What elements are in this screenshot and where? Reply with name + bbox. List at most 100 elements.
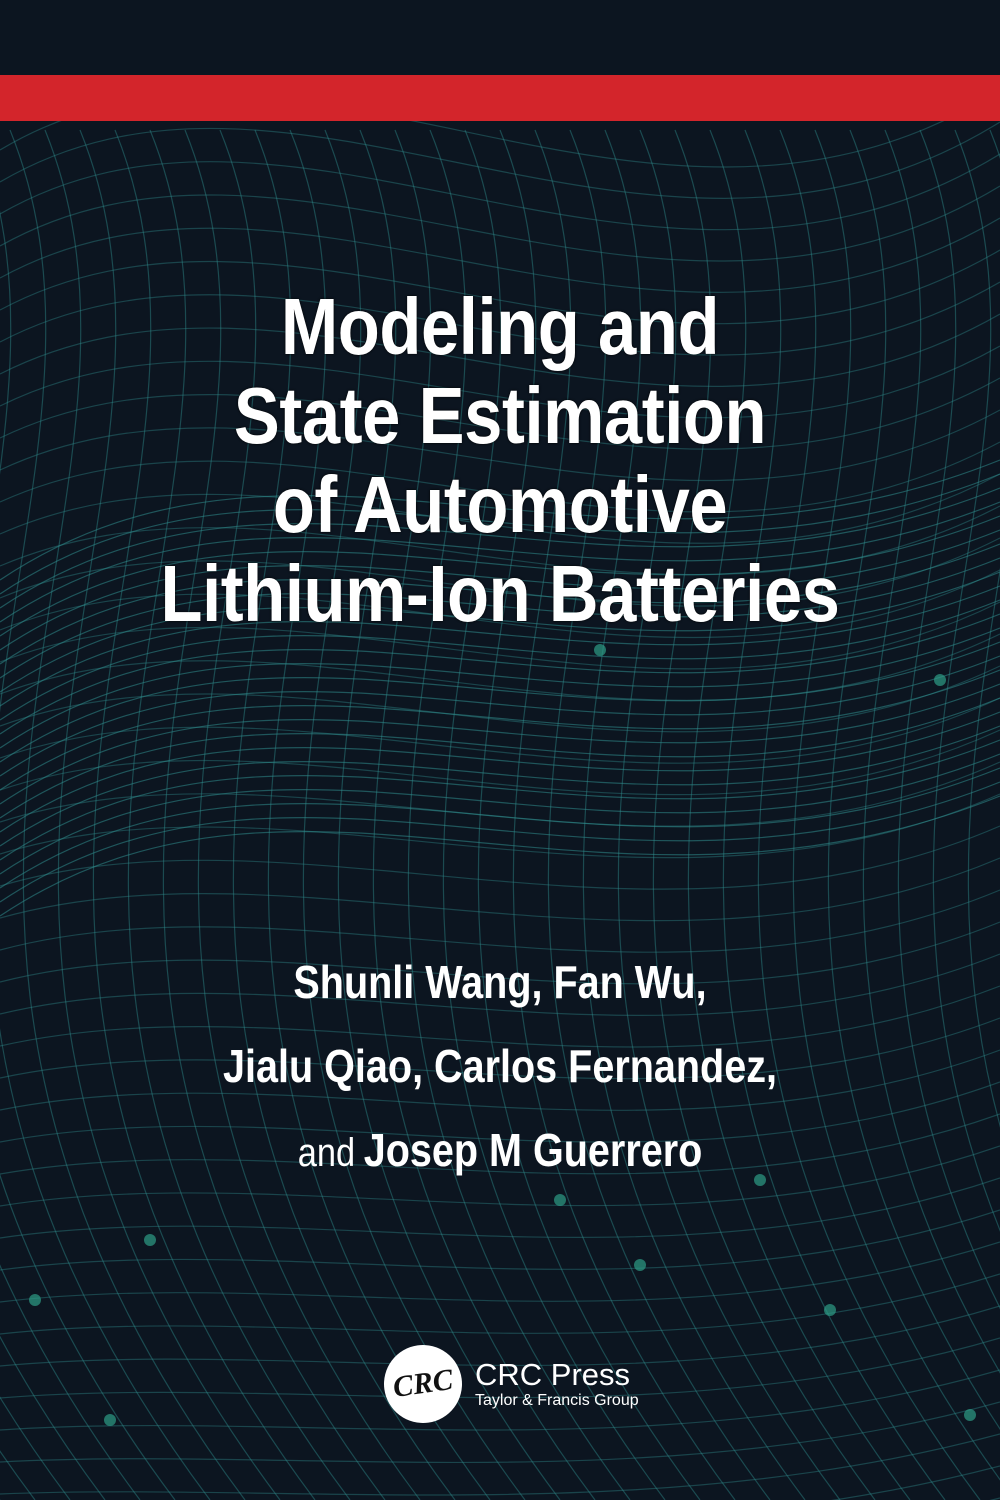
- mesh-line: [0, 571, 1000, 693]
- mesh-node: [934, 674, 946, 686]
- mesh-line: [0, 585, 1000, 707]
- mesh-line: [0, 601, 1000, 670]
- mesh-line: [0, 683, 1000, 805]
- mesh-line: [0, 1241, 1000, 1303]
- title-line: State Estimation: [233, 371, 767, 460]
- mesh-line: [0, 409, 1000, 482]
- mesh-line: [0, 953, 1000, 1016]
- mesh-line: [0, 210, 176, 1500]
- mesh-line: [92, 129, 316, 1500]
- mesh-line: [197, 129, 421, 1500]
- mesh-node: [824, 1304, 836, 1316]
- mesh-line: [372, 129, 596, 1500]
- authors: Shunli Wang, Fan Wu, Jialu Qiao, Carlos …: [0, 940, 1000, 1195]
- mesh-line: [0, 889, 1000, 953]
- mesh-node: [754, 1174, 766, 1186]
- mesh-line: [0, 1081, 1000, 1143]
- mesh-line: [0, 515, 1000, 637]
- mesh-line: [0, 613, 1000, 735]
- mesh-line: [0, 185, 1000, 262]
- mesh-node: [144, 1234, 156, 1246]
- authors-line: Jialu Qiao, Carlos Fernandez,: [222, 1040, 778, 1092]
- mesh-line: [0, 753, 1000, 875]
- mesh-line: [792, 129, 1000, 1481]
- mesh-line: [0, 921, 1000, 985]
- mesh-line: [0, 1369, 1000, 1431]
- mesh-line: [0, 487, 1000, 609]
- mesh-line: [0, 1337, 1000, 1399]
- mesh-node: [964, 1409, 976, 1421]
- mesh-line: [0, 1209, 1000, 1271]
- mesh-line: [967, 129, 1000, 1128]
- mesh-line: [0, 729, 1000, 796]
- mesh-line: [0, 501, 1000, 623]
- mesh-line: [0, 1145, 1000, 1207]
- mesh-line: [162, 129, 386, 1500]
- mesh-line: [0, 557, 1000, 679]
- mesh-line: [0, 129, 211, 1500]
- mesh-line: [0, 1017, 1000, 1080]
- mesh-node: [594, 644, 606, 656]
- mesh-line: [0, 627, 1000, 749]
- mesh-line: [0, 711, 1000, 833]
- mesh-line: [0, 781, 1000, 903]
- mesh-line: [932, 129, 1000, 1232]
- mesh-line: [512, 129, 736, 1500]
- mesh-line: [0, 1401, 1000, 1464]
- mesh-line: [0, 313, 1000, 387]
- title-line: Modeling and: [280, 282, 720, 371]
- mesh-line: [0, 795, 1000, 917]
- mesh-line: [0, 441, 1000, 513]
- mesh-line: [0, 697, 1000, 819]
- and-word: and: [297, 1131, 356, 1175]
- mesh-line: [0, 1177, 1000, 1239]
- mesh-line: [0, 459, 1000, 581]
- mesh-line: [57, 129, 281, 1500]
- crc-seal-logo: CRC: [378, 1339, 468, 1429]
- title-line: of Automotive: [272, 460, 728, 549]
- mesh-line: [232, 129, 456, 1500]
- mesh-line: [827, 129, 1000, 1430]
- mesh-line: [337, 129, 561, 1500]
- mesh-line: [0, 655, 1000, 777]
- mesh-node: [554, 1194, 566, 1206]
- authors-line: and Josep M Guerrero: [70, 1108, 930, 1195]
- publisher-name: CRC Press: [475, 1356, 631, 1392]
- mesh-line: [0, 473, 1000, 544]
- mesh-node: [104, 1414, 116, 1426]
- mesh-line: [0, 697, 1000, 764]
- publisher-logo: CRC CRC Press Taylor & Francis Group: [378, 1339, 639, 1429]
- mesh-line: [0, 641, 1000, 763]
- mesh-line: [127, 129, 351, 1500]
- mesh-node: [29, 1294, 41, 1306]
- publisher-group: Taylor & Francis Group: [475, 1391, 639, 1409]
- mesh-line: [0, 793, 1000, 859]
- authors-line: Shunli Wang, Fan Wu,: [293, 956, 707, 1008]
- mesh-line: [0, 569, 1000, 639]
- mesh-line: [862, 129, 1000, 1374]
- mesh-lines: [0, 89, 1000, 1500]
- mesh-line: [617, 129, 841, 1500]
- mesh-line: [0, 669, 1000, 791]
- mesh-line: [0, 725, 1000, 847]
- mesh-line: [0, 857, 1000, 922]
- title-line: Lithium-Ion Batteries: [160, 549, 840, 638]
- mesh-line: [0, 1273, 1000, 1335]
- author-name: Josep M Guerrero: [363, 1124, 703, 1176]
- mesh-line: [0, 825, 1000, 890]
- mesh-line: [0, 529, 1000, 651]
- mesh-line: [0, 473, 1000, 595]
- mesh-node: [634, 1259, 646, 1271]
- mesh-line: [0, 249, 1000, 325]
- mesh-line: [0, 543, 1000, 665]
- mesh-line: [22, 129, 246, 1500]
- book-title: Modeling and State Estimation of Automot…: [0, 282, 1000, 638]
- red-accent-bar: [0, 75, 1000, 121]
- mesh-line: [442, 129, 666, 1500]
- mesh-line: [0, 599, 1000, 721]
- mesh-line: [0, 633, 1000, 701]
- mesh-line: [0, 377, 1000, 450]
- mesh-line: [0, 739, 1000, 861]
